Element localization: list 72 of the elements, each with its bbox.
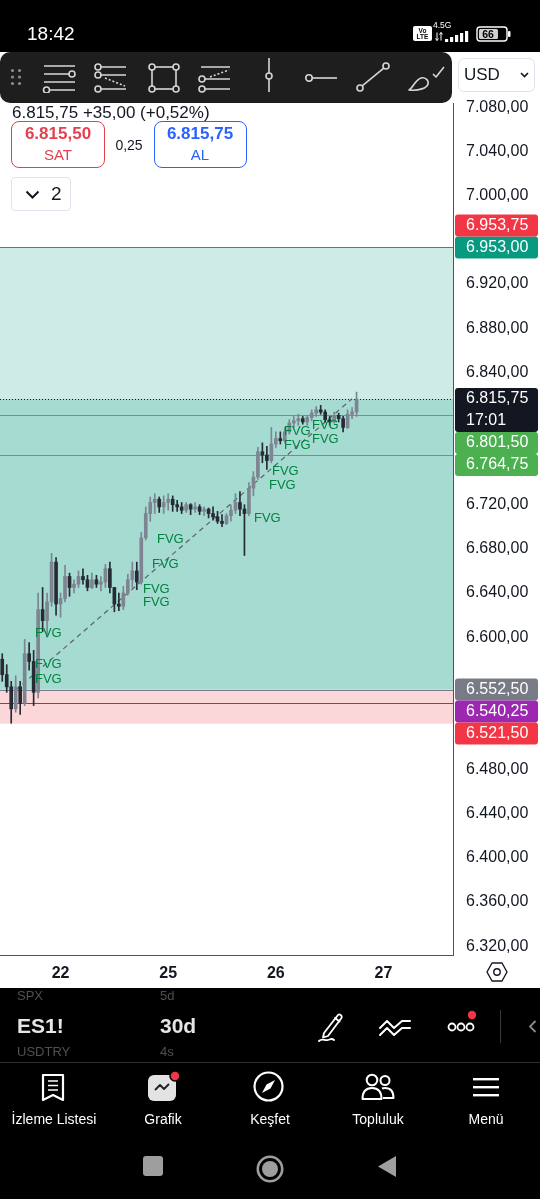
text: Keşfet — [250, 1111, 290, 1128]
annotation: 0,25 — [115, 137, 143, 154]
annotation: FVG — [272, 462, 299, 478]
candlestick — [152, 493, 157, 514]
annotation: FVG — [284, 423, 311, 438]
y-tick-label: 7.080,00 — [466, 97, 529, 115]
y-tick-label: 6.480,00 — [466, 760, 529, 777]
band-label: 6.953,00 — [466, 237, 529, 255]
annotation: AL — [190, 146, 210, 164]
annotation: FVG — [157, 530, 184, 546]
text: SPX — [17, 988, 44, 1004]
text: 5d — [160, 988, 175, 1004]
x-tick-label: 26 — [266, 964, 285, 982]
text: Topluluk — [352, 1111, 404, 1128]
x-tick-label: 27 — [374, 964, 393, 982]
y-tick-label: 6.880,00 — [466, 318, 529, 336]
annotation: FVG — [143, 580, 170, 596]
band-label: 6.521,50 — [466, 723, 529, 741]
y-tick-label: 6.400,00 — [466, 848, 529, 866]
y-tick-label: 6.680,00 — [466, 539, 529, 557]
ref-line-label: 6.540,25 — [466, 701, 529, 719]
ref-line-label: 6.801,50 — [466, 433, 529, 451]
text: Menü — [468, 1111, 504, 1128]
annotation: 6.815,75 +35,00 (+0,52%) — [12, 103, 210, 122]
text: USD — [464, 65, 500, 85]
candlestick — [265, 445, 269, 470]
annotation: FVG — [312, 430, 339, 446]
annotation: FVG — [152, 555, 179, 571]
annotation: FVG — [312, 416, 339, 432]
y-tick-label: 6.840,00 — [466, 362, 529, 380]
text: Grafik — [144, 1111, 182, 1128]
y-tick-label: 6.640,00 — [466, 583, 529, 601]
x-tick-label: 22 — [51, 964, 70, 982]
text: 4.5G — [433, 20, 452, 30]
annotation: 2 — [51, 183, 62, 205]
ref-line-label: 6.552,50 — [466, 679, 529, 697]
candlestick — [296, 413, 301, 426]
y-tick-label: 6.920,00 — [466, 274, 529, 292]
annotation: 6.815,75 — [166, 124, 234, 144]
annotation: FVG — [35, 655, 62, 671]
annotation: FVG — [35, 624, 62, 640]
text: 66 — [482, 27, 494, 41]
ref-line-label: 6.815,75 17:01 — [466, 389, 529, 429]
ref-line-label: 6.764,75 — [466, 455, 529, 473]
x-tick-label: 25 — [159, 964, 178, 982]
candlestick — [166, 493, 171, 511]
ref-line-label: 6.953,75 — [466, 215, 529, 233]
text: 30d — [160, 1014, 197, 1039]
text: USDTRY — [17, 1044, 71, 1060]
annotation: FVG — [35, 670, 62, 686]
y-tick-label: 7.000,00 — [466, 186, 529, 204]
text: ES1! — [17, 1014, 64, 1039]
y-tick-label: 6.360,00 — [466, 892, 529, 910]
candlestick — [220, 514, 224, 528]
y-tick-label: 6.320,00 — [466, 936, 529, 954]
annotation: 6.815,50 — [24, 124, 92, 144]
annotation: FVG — [143, 594, 170, 609]
text: İzleme Listesi — [11, 1111, 97, 1128]
annotation: FVG — [254, 509, 281, 525]
candlestick — [117, 592, 121, 611]
annotation: FVG — [269, 476, 296, 492]
text: 4s — [160, 1044, 174, 1060]
y-tick-label: 6.440,00 — [466, 804, 529, 822]
annotation: SAT — [43, 146, 73, 164]
annotation: FVG — [284, 436, 311, 452]
y-tick-label: 6.720,00 — [466, 495, 529, 513]
y-tick-label: 7.040,00 — [466, 141, 529, 159]
candlestick — [175, 499, 179, 512]
text: 18:42 — [27, 23, 75, 45]
y-tick-label: 6.600,00 — [466, 627, 529, 645]
candlestick — [99, 576, 103, 592]
candlestick — [81, 568, 85, 585]
